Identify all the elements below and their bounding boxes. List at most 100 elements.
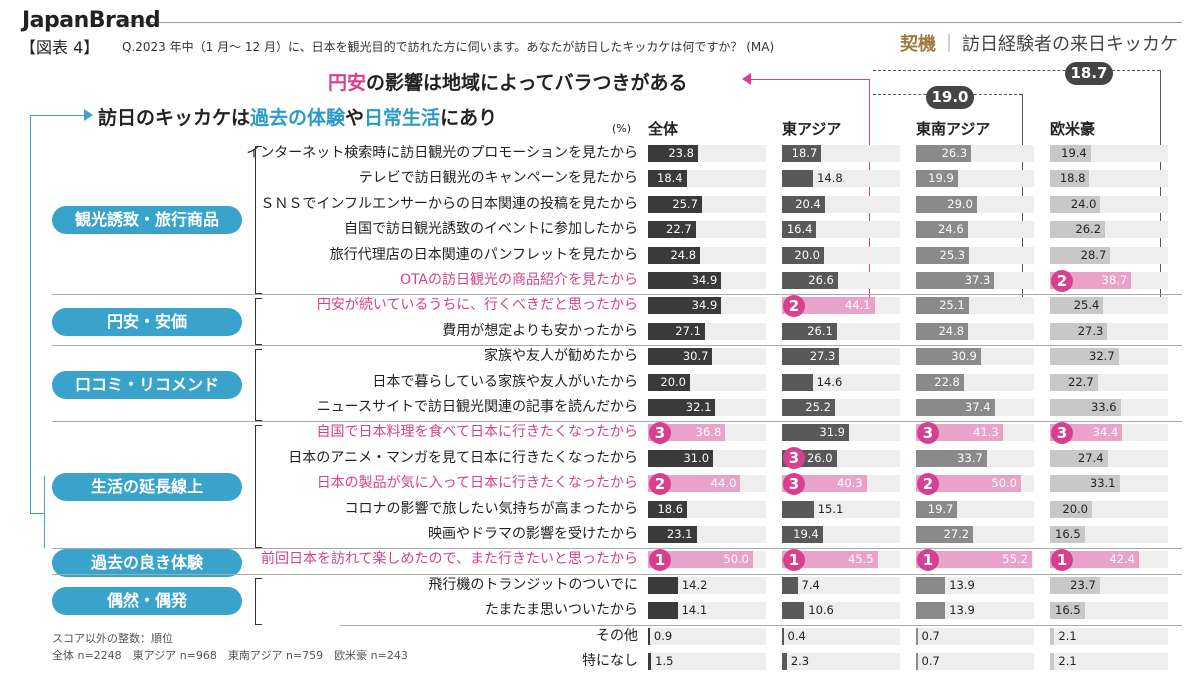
row-label: 円安が続いているうちに、行くべきだと思ったから [316,297,638,314]
bar [648,272,722,289]
bar [1050,449,1108,467]
bar-value-label: 33.6 [1090,400,1117,414]
row-label: その他 [596,627,638,644]
bar [648,195,702,213]
bar [916,576,946,594]
bar [1050,500,1092,518]
rank-badge: 3 [917,421,939,444]
bar-value-label: 27.3 [809,349,836,364]
rank-badge: 2 [1051,269,1073,292]
bar-background [648,653,766,670]
bar-value-label: 26.3 [941,146,968,160]
headline-yen-connector-vertical [869,79,870,297]
bar [916,221,968,239]
bar-background [916,653,1034,670]
bar [782,221,817,239]
bar [782,297,875,315]
callout-west-gap: 18.7 [1065,62,1113,85]
bar [648,145,698,162]
row-label: 映画やドラマの影響を受けたから [428,526,638,542]
rank-badge: 3 [783,447,805,470]
bar [916,475,1021,493]
bar-value-label: 27.4 [1077,450,1104,465]
row-label: OTAの訪日観光の商品紹介を見たから [399,272,638,288]
bar-value-label: 18.8 [1059,171,1086,186]
arrow-left-icon [742,73,751,85]
rank-badge: 1 [1051,548,1073,571]
bar [1050,170,1090,188]
group-separator [52,294,1182,296]
row-label: たまたま思いついたから [484,602,638,619]
bar-value-label: 50.0 [723,552,749,567]
bar-value-label: 2.1 [1058,654,1077,668]
row-label: インターネット検索時に訪日観光のプロモーションを見たから [246,145,638,161]
series-title: 契機｜訪日経験者の来日キッカケ [900,30,1178,56]
bar-value-label: 26.2 [1075,222,1102,237]
group-separator [52,421,1182,423]
sample-size-note: 全体 n=2248 東アジア n=968 東南アジア n=759 欧米豪 n=2… [52,649,408,662]
headline-trigger-past: 過去の体験 [250,107,346,129]
bar [1050,195,1101,213]
bar [648,322,705,340]
bar [648,373,690,391]
unit-label: (%) [612,122,632,135]
bar [782,145,822,162]
bar-value-label: 41.3 [973,425,999,440]
bar-value-label: 13.9 [949,603,975,618]
bar [782,551,878,569]
group-bracket [255,298,262,346]
group-separator [52,573,1182,575]
bar [1050,373,1098,391]
headline-yen-connector [750,79,870,80]
bar [1050,576,1100,594]
bar-value-label: 25.4 [1073,298,1100,313]
row-label: 旅行代理店の日本関連のパンフレットを見たから [329,246,638,263]
bar [916,526,974,543]
bar-value-label: 20.4 [795,196,821,211]
bar [916,322,969,340]
bar-value-label: 45.5 [847,552,874,567]
bar-value-label: 25.3 [939,247,966,262]
category-pill: 偶然・偶発 [52,587,242,616]
group-bracket [255,349,262,422]
bar-value-label: 16.5 [1055,603,1081,618]
bar-value-label: 44.0 [710,476,737,491]
bar-value-label: 14.8 [817,171,843,186]
bar-value-label: 14.1 [681,603,708,618]
bar-value-label: 34.9 [691,298,718,313]
bar [648,576,678,594]
row-label: 特になし [582,653,638,669]
bar-value-label: 18.7 [791,146,818,160]
survey-question: Q.2023 年中（1 月～ 12 月）に、日本を観光目的で訪れた方に伺います。… [122,40,775,54]
bar-value-label: 24.8 [938,323,965,338]
bar [648,449,714,467]
bar [916,170,958,188]
bar-background [916,602,1034,620]
header-rule [122,22,1182,23]
bar-value-label: 32.1 [685,400,712,414]
rank-badge: 1 [917,548,939,571]
bar-value-label: 25.7 [672,196,698,211]
bar-value-label: 0.7 [921,654,940,668]
group-separator [52,548,1182,550]
bar-value-label: 19.9 [928,171,954,186]
bar-value-label: 27.1 [675,323,701,338]
bar-value-label: 42.4 [1109,552,1136,567]
bar-value-label: 13.9 [949,577,975,592]
bar [782,195,825,213]
rank-badge: 2 [649,472,671,495]
row-label: 自国で訪日観光誘致のイベントに参加したから [344,221,638,238]
bar [648,246,701,264]
category-pill: 円安・安価 [52,307,242,336]
bar [648,653,652,670]
rank-note: スコア以外の整数：順位 [52,632,173,645]
bar-value-label: 25.1 [939,298,965,313]
row-label: 日本のアニメ・マンガを見て日本に行きたくなったから [288,449,638,466]
bar [1050,475,1120,493]
bar-value-label: 36.8 [695,425,722,440]
col-header-east-asia: 東アジア [782,120,842,138]
bar [782,627,784,645]
bar [916,627,918,645]
bar-value-label: 27.2 [943,527,970,541]
bar-value-label: 20.0 [794,247,820,262]
